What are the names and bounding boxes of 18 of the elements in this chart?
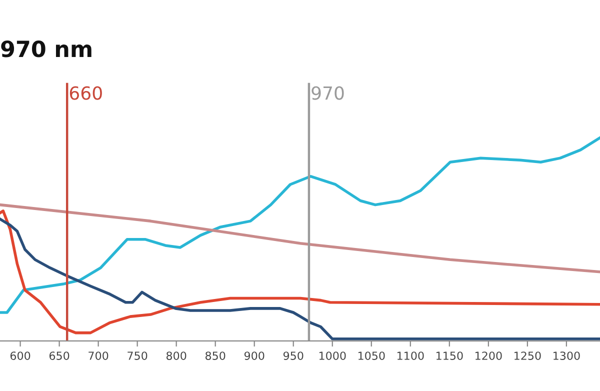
x-tick-label: 600 bbox=[10, 352, 30, 360]
x-tick-label: 1000 bbox=[319, 352, 346, 360]
x-tick-label: 700 bbox=[88, 352, 108, 360]
x-tick-label: 1150 bbox=[436, 352, 463, 360]
x-tick-label: 850 bbox=[205, 352, 226, 360]
x-tick-label: 650 bbox=[49, 352, 70, 360]
x-tick-label: 800 bbox=[166, 352, 186, 360]
x-tick-label: 750 bbox=[128, 352, 148, 360]
x-tick-label: 1050 bbox=[358, 352, 385, 360]
x-tick-label: 1250 bbox=[514, 352, 541, 360]
chart-title: 970 nm bbox=[1, 40, 92, 58]
x-tick-label: 1100 bbox=[397, 352, 424, 360]
x-tick-label: 900 bbox=[244, 352, 264, 360]
x-tick-label: 1200 bbox=[476, 352, 502, 360]
ref-line-label: 660 bbox=[70, 86, 102, 100]
ref-line-label: 970 bbox=[312, 86, 344, 100]
x-tick-label: 1300 bbox=[554, 352, 580, 360]
x-tick-label: 950 bbox=[283, 352, 304, 360]
